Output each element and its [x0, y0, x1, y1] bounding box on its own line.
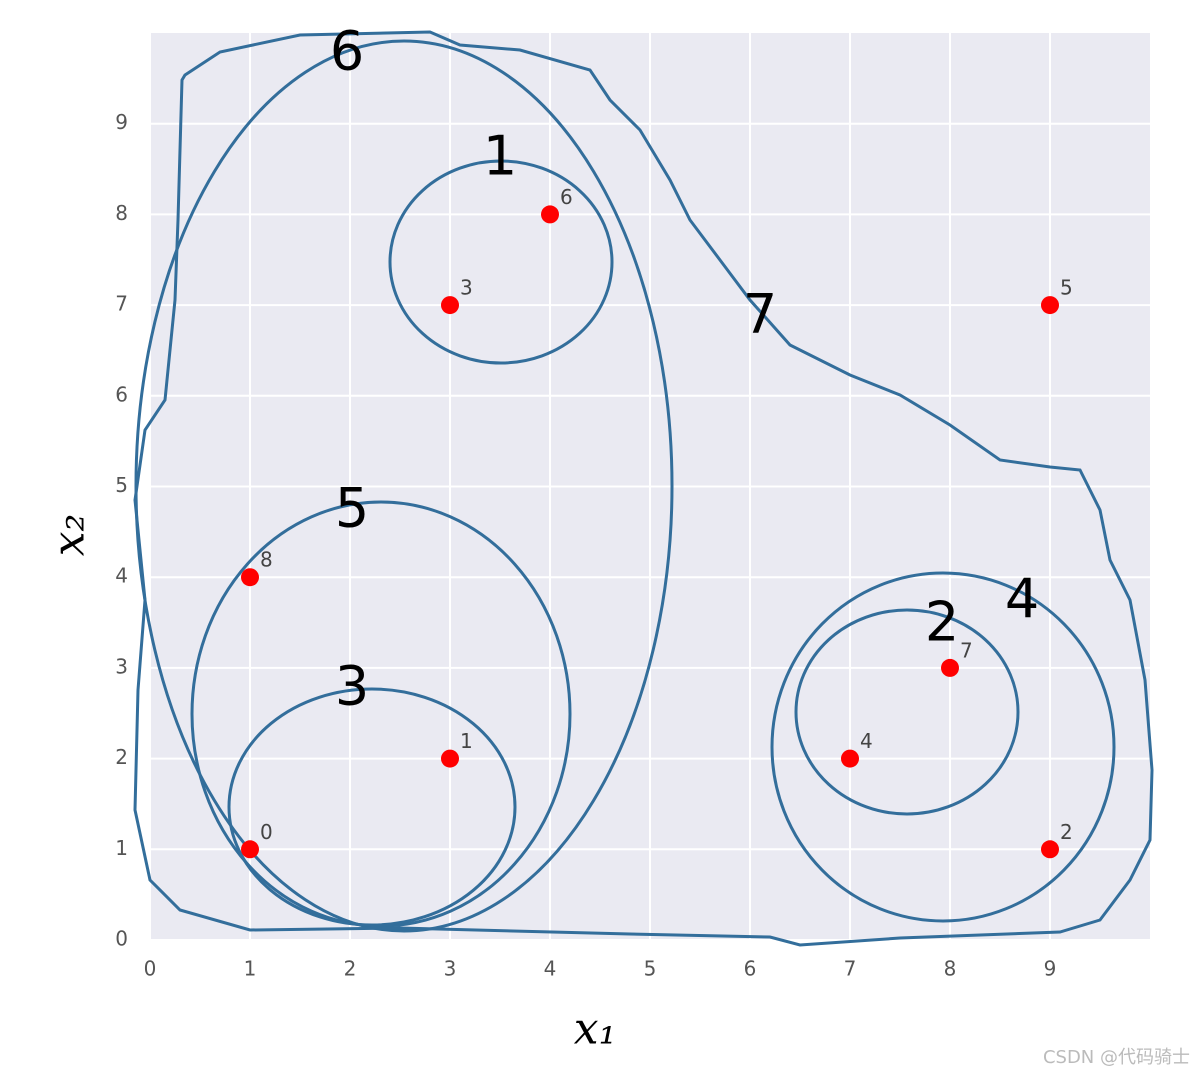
x-tick-label: 6 [744, 957, 757, 981]
point-label: 2 [1060, 820, 1073, 844]
x-tick-label: 9 [1044, 957, 1057, 981]
cluster-label: 2 [925, 591, 959, 654]
cluster-outline [388, 159, 614, 365]
y-tick-label: 8 [115, 201, 128, 225]
cluster-outline [133, 30, 1154, 947]
cluster-outline [770, 571, 1116, 923]
cluster-label: 3 [335, 655, 369, 718]
point [1041, 840, 1059, 859]
point-label: 0 [260, 820, 273, 844]
point [841, 749, 859, 768]
x-axis-label: x₁ [574, 1004, 616, 1055]
y-tick-label: 2 [115, 745, 128, 769]
point-label: 6 [560, 185, 573, 209]
y-tick-label: 1 [115, 836, 128, 860]
x-tick-label: 1 [244, 957, 257, 981]
point [1041, 296, 1059, 315]
point [241, 840, 259, 859]
cluster-label: 4 [1005, 568, 1039, 631]
x-tick-label: 5 [644, 957, 657, 981]
x-tick-label: 2 [344, 957, 357, 981]
y-tick-label: 9 [115, 110, 128, 134]
point-label: 1 [460, 729, 473, 753]
cluster-label: 1 [483, 125, 517, 188]
x-tick-label: 4 [544, 957, 557, 981]
y-tick-label: 7 [115, 292, 128, 316]
cluster-outline [794, 608, 1020, 816]
point [241, 568, 259, 587]
point-label: 5 [1060, 276, 1073, 300]
cluster-label: 7 [743, 283, 777, 346]
point [941, 658, 959, 677]
point [441, 296, 459, 315]
point [441, 749, 459, 768]
x-tick-label: 8 [944, 957, 957, 981]
x-tick-label: 3 [444, 957, 457, 981]
y-tick-label: 4 [115, 564, 128, 588]
x-tick-label: 0 [144, 957, 157, 981]
y-tick-label: 3 [115, 654, 128, 678]
point-label: 3 [460, 276, 473, 300]
point-label: 4 [860, 729, 873, 753]
y-tick-label: 0 [115, 927, 128, 951]
cluster-outline [227, 687, 517, 927]
point [541, 205, 559, 224]
y-axis-label: x₂ [44, 514, 95, 556]
cluster-label: 6 [330, 20, 364, 83]
y-tick-label: 6 [115, 382, 128, 406]
watermark: CSDN @代码骑士 [1043, 1047, 1190, 1068]
point-label: 8 [260, 548, 273, 572]
y-tick-label: 5 [115, 473, 128, 497]
point-label: 7 [960, 638, 973, 662]
x-tick-label: 7 [844, 957, 857, 981]
cluster-label: 5 [335, 477, 369, 540]
